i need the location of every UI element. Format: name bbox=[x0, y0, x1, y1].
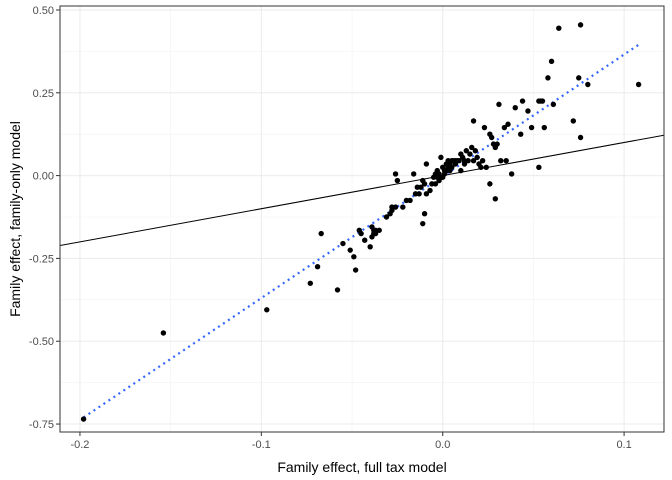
data-point bbox=[456, 157, 462, 164]
identity-line bbox=[60, 134, 664, 246]
data-point bbox=[347, 247, 353, 253]
y-axis-title: Family effect, family-only model bbox=[7, 121, 23, 317]
data-point bbox=[487, 181, 493, 187]
data-point bbox=[400, 204, 406, 210]
y-tick-label: -0.50 bbox=[29, 336, 54, 348]
data-point bbox=[420, 220, 426, 227]
data-point bbox=[458, 167, 464, 174]
data-point bbox=[503, 157, 509, 164]
data-point bbox=[340, 240, 346, 247]
data-point bbox=[585, 81, 591, 88]
plot-panel bbox=[60, 6, 664, 432]
x-tick-label: 0.1 bbox=[616, 439, 631, 451]
data-point bbox=[376, 227, 382, 233]
data-point bbox=[318, 230, 324, 237]
data-point bbox=[358, 230, 364, 237]
data-point bbox=[539, 98, 546, 104]
data-point bbox=[483, 164, 489, 171]
data-point bbox=[80, 416, 87, 422]
data-point bbox=[518, 131, 524, 137]
data-point bbox=[472, 148, 479, 154]
data-point bbox=[541, 124, 547, 131]
y-tick-label: 0.25 bbox=[33, 88, 54, 100]
data-point bbox=[392, 204, 399, 210]
data-point bbox=[576, 75, 582, 81]
data-point bbox=[334, 287, 341, 293]
data-point bbox=[351, 254, 357, 260]
data-point bbox=[505, 121, 511, 127]
data-point bbox=[418, 184, 424, 190]
data-point bbox=[498, 157, 504, 164]
data-point bbox=[423, 191, 430, 197]
y-axis-tick-labels: 0.50 0.25 0.00 -0.25 -0.50 -0.75 bbox=[29, 5, 54, 431]
data-point bbox=[508, 171, 515, 177]
data-point bbox=[479, 157, 486, 164]
data-point bbox=[550, 101, 557, 108]
y-tick-label: 0.00 bbox=[33, 171, 54, 183]
x-tick-label: -0.2 bbox=[70, 439, 89, 451]
data-point bbox=[467, 151, 473, 157]
data-point bbox=[501, 124, 508, 131]
data-point bbox=[577, 22, 584, 28]
data-point bbox=[494, 141, 500, 147]
data-point bbox=[470, 157, 477, 164]
data-point bbox=[478, 164, 484, 171]
y-tick-label: -0.25 bbox=[29, 253, 54, 265]
data-point bbox=[492, 196, 499, 202]
data-point bbox=[264, 307, 270, 313]
x-axis-title: Family effect, full tax model bbox=[277, 459, 446, 475]
data-point bbox=[528, 124, 535, 131]
data-point bbox=[423, 161, 430, 167]
data-point bbox=[465, 157, 471, 164]
data-point bbox=[536, 164, 542, 171]
data-point bbox=[307, 280, 314, 286]
x-axis-tick-labels: -0.2 -0.1 0.0 0.1 bbox=[70, 439, 631, 451]
gridlines bbox=[60, 6, 664, 432]
data-point bbox=[314, 264, 321, 270]
data-point bbox=[488, 134, 495, 141]
data-point bbox=[438, 154, 444, 161]
data-point bbox=[577, 134, 584, 141]
data-point bbox=[160, 330, 167, 336]
data-point bbox=[469, 144, 475, 151]
data-point bbox=[525, 108, 531, 114]
data-point bbox=[481, 124, 488, 131]
panel-border bbox=[59, 5, 665, 433]
data-point bbox=[512, 104, 518, 111]
data-point bbox=[392, 171, 399, 177]
data-point bbox=[570, 118, 577, 124]
data-point bbox=[635, 81, 642, 88]
data-point bbox=[556, 25, 562, 31]
data-point bbox=[519, 98, 526, 104]
x-tick-label: -0.1 bbox=[252, 439, 271, 451]
data-point bbox=[463, 148, 469, 154]
data-point bbox=[407, 197, 413, 204]
data-point bbox=[367, 244, 373, 250]
y-tick-label: 0.50 bbox=[33, 5, 54, 17]
data-point bbox=[461, 161, 468, 167]
y-tick-label: -0.75 bbox=[29, 419, 54, 431]
data-points bbox=[80, 22, 642, 422]
x-axis-ticks bbox=[79, 432, 625, 436]
data-point bbox=[352, 267, 359, 273]
data-point bbox=[432, 181, 439, 187]
data-point bbox=[474, 154, 480, 161]
data-point bbox=[421, 181, 428, 187]
y-axis-ticks bbox=[56, 9, 60, 425]
data-point bbox=[427, 187, 433, 194]
data-point bbox=[421, 210, 428, 217]
data-point bbox=[362, 237, 368, 243]
data-point bbox=[545, 75, 551, 81]
data-point bbox=[394, 177, 401, 184]
data-point bbox=[410, 171, 417, 177]
data-point bbox=[449, 164, 455, 171]
data-point bbox=[496, 101, 502, 108]
data-point bbox=[383, 214, 390, 220]
x-tick-label: 0.0 bbox=[435, 439, 450, 451]
data-point bbox=[548, 58, 555, 65]
data-point bbox=[416, 191, 422, 197]
data-point bbox=[470, 118, 477, 124]
